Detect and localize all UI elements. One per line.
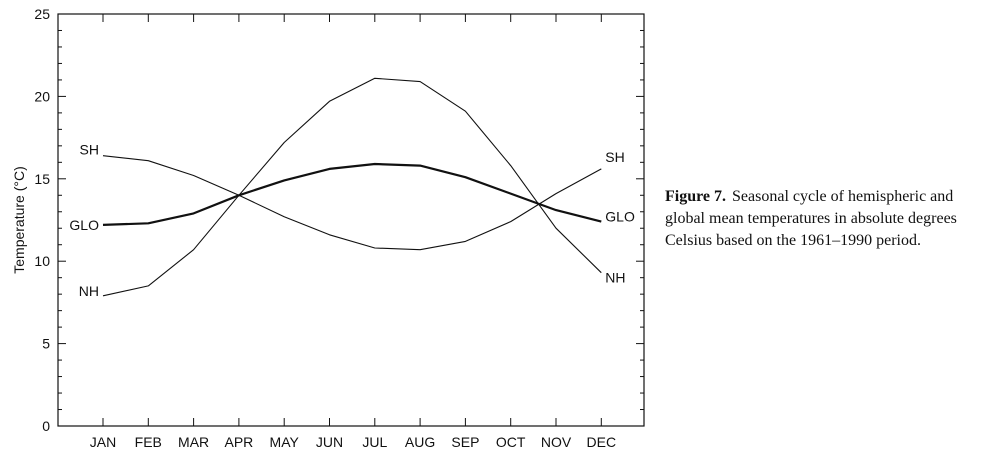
x-tick-label: SEP (451, 434, 479, 450)
temperature-chart: 0 5 10 15 20 25 JAN FEB MAR APR MAY JUN JUL AUG SEP OC… (11, 6, 645, 450)
series-label-right-sh: SH (605, 149, 624, 165)
x-tick-label: APR (225, 434, 254, 450)
y-tick-label: 0 (42, 418, 50, 434)
figure-label: Figure 7. (665, 188, 727, 205)
series-label-right-nh: NH (605, 270, 625, 286)
x-tick-label: JAN (90, 434, 116, 450)
x-tick-label: DEC (587, 434, 617, 450)
x-tick-label: OCT (496, 434, 526, 450)
series-label-left-glo: GLO (69, 217, 99, 233)
series-line-glo (102, 162, 602, 226)
x-axis: JAN FEB MAR APR MAY JUN JUL AUG SEP OCT NOV DEC (90, 14, 616, 450)
x-tick-label: NOV (541, 434, 572, 450)
plot-frame (57, 13, 645, 427)
caption-text: Seasonal cycle of hemispheric and global… (665, 188, 957, 249)
series-label-left-sh: SH (80, 142, 99, 158)
y-tick-label: 5 (42, 336, 50, 352)
series-labels: NH NH SH SH GLO GLO (69, 142, 635, 299)
y-axis: 0 5 10 15 20 25 (34, 6, 644, 434)
x-tick-label: FEB (135, 434, 162, 450)
y-axis-label: Temperature (°C) (11, 166, 27, 274)
y-tick-label: 15 (34, 171, 50, 187)
y-tick-label: 10 (34, 253, 50, 269)
x-tick-label: JUN (316, 434, 343, 450)
y-tick-label: 20 (34, 88, 50, 104)
x-tick-label: AUG (405, 434, 435, 450)
y-tick-label: 25 (34, 6, 50, 22)
x-tick-label: JUL (362, 434, 387, 450)
x-tick-label: MAY (270, 434, 300, 450)
series-line-nh (102, 77, 602, 297)
series-label-right-glo: GLO (605, 209, 635, 225)
series-label-left-nh: NH (79, 283, 99, 299)
figure-caption: Figure 7. Seasonal cycle of hemispheric a… (665, 186, 995, 252)
x-tick-label: MAR (178, 434, 209, 450)
series-lines (102, 77, 602, 297)
series-line-sh (102, 155, 602, 251)
